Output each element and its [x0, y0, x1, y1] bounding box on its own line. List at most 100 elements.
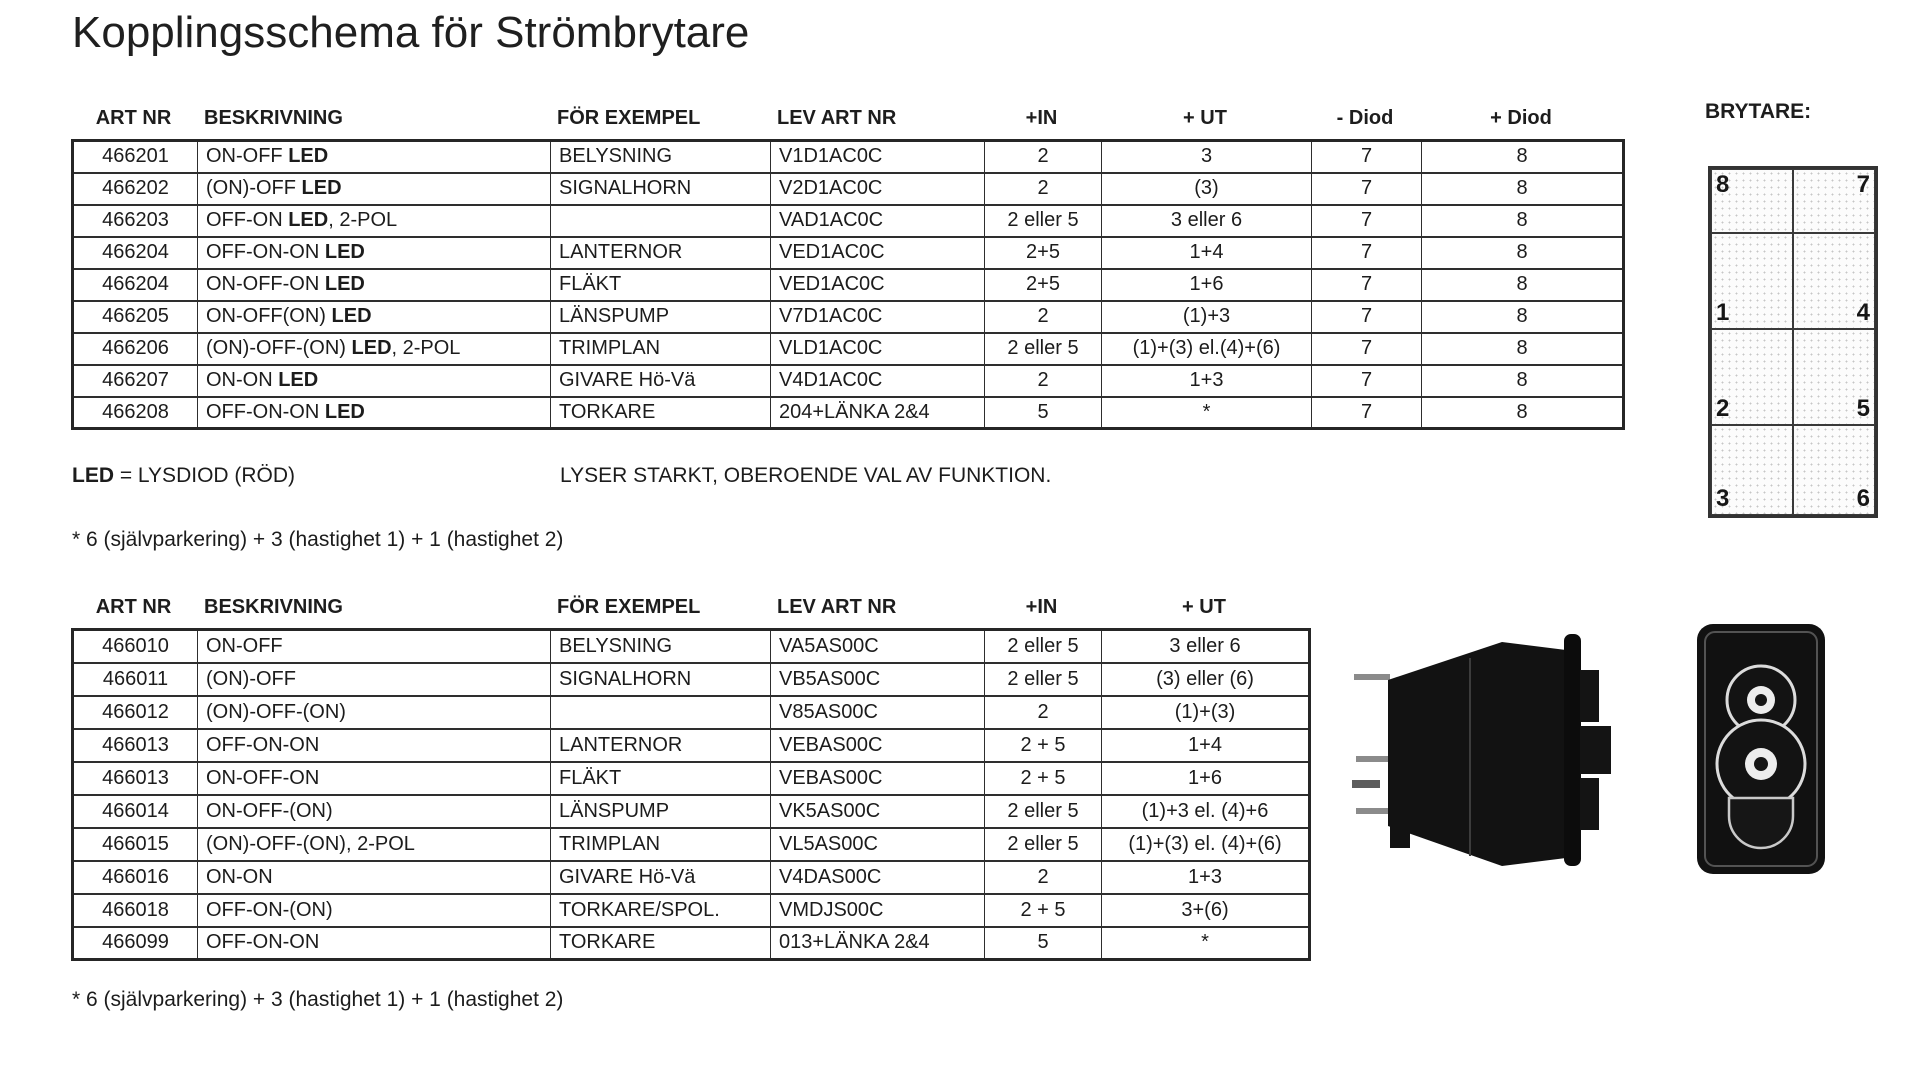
table-row: 466204 ON-OFF-ON LED FLÄKT VED1AC0C 2+5 1+6 7 8 [72, 267, 1624, 302]
table-cell: 7 [1311, 299, 1422, 334]
table-cell: 466016 [72, 859, 198, 895]
brytare-cell: 2 [1711, 329, 1793, 425]
terminal-number: 2 [1716, 395, 1730, 422]
brytare-cell: 3 [1711, 425, 1793, 515]
table-cell: VA5AS00C [770, 628, 985, 664]
terminal-center [1754, 757, 1768, 771]
footnote-bottom: * 6 (självparkering) + 3 (hastighet 1) +… [72, 988, 564, 1011]
table-cell: 2 [984, 299, 1102, 334]
table-cell: 8 [1421, 299, 1624, 334]
table-cell: 7 [1311, 331, 1422, 366]
table-cell: 466205 [72, 299, 198, 334]
table-cell: 3 [1101, 139, 1312, 174]
table-row: 466016 ON-ON GIVARE Hö-Vä V4DAS00C 2 1+3 [72, 859, 1310, 895]
table-cell: V4DAS00C [770, 859, 985, 895]
table-cell: OFF-ON-ON [197, 727, 551, 763]
table-cell: (ON)-OFF LED [197, 171, 551, 206]
switch-foot [1390, 822, 1410, 848]
table-cell: VK5AS00C [770, 793, 985, 829]
table-cell: (ON)-OFF-(ON) [197, 694, 551, 730]
table-cell: 7 [1311, 139, 1422, 174]
table-cell: ON-OFF [197, 628, 551, 664]
table-cell: 1+4 [1101, 235, 1312, 270]
terminal-center [1755, 694, 1767, 706]
table-row: 466011 (ON)-OFF SIGNALHORN VB5AS00C 2 eller … [72, 661, 1310, 697]
table-cell: 466015 [72, 826, 198, 862]
table-cell: 1+3 [1101, 859, 1310, 895]
table-row: 466206 (ON)-OFF-(ON) LED, 2-POL TRIMPLAN VL… [72, 331, 1624, 366]
table-cell: 7 [1311, 363, 1422, 398]
table-cell: 2 [984, 171, 1102, 206]
table-cell: V4D1AC0C [770, 363, 985, 398]
table-cell: 466012 [72, 694, 198, 730]
table2-header-row: ART NR BESKRIVNING FÖR EXEMPEL LEV ART NR +I… [71, 592, 1308, 622]
table-cell: 2+5 [984, 235, 1102, 270]
table-cell: 8 [1421, 395, 1624, 430]
brytare-cell: 7 [1793, 169, 1875, 233]
table-cell: 466204 [72, 267, 198, 302]
brytare-cell: 4 [1793, 233, 1875, 329]
table-cell: (3) [1101, 171, 1312, 206]
page-title: Kopplingsschema för Strömbrytare [72, 8, 750, 57]
column-header: BESKRIVNING [204, 596, 343, 618]
table-cell: (1)+(3) el. (4)+(6) [1101, 826, 1310, 862]
table-cell: 3+(6) [1101, 892, 1310, 928]
switch-side-view-image [1352, 634, 1611, 866]
table-cell: 1+4 [1101, 727, 1310, 763]
table-cell: 466206 [72, 331, 198, 366]
table-cell: (ON)-OFF-(ON), 2-POL [197, 826, 551, 862]
table-cell: 1+6 [1101, 267, 1312, 302]
table-cell: 8 [1421, 203, 1624, 238]
terminal-number: 8 [1716, 171, 1730, 198]
table-cell: 2 [984, 363, 1102, 398]
table-cell: 013+LÄNKA 2&4 [770, 925, 985, 961]
table-cell: 466208 [72, 395, 198, 430]
table-cell: V85AS00C [770, 694, 985, 730]
table-cell: 466014 [72, 793, 198, 829]
table-cell: 2 [984, 859, 1102, 895]
table-cell: 2 eller 5 [984, 793, 1102, 829]
table-cell: 466013 [72, 760, 198, 796]
table-cell: ON-OFF-(ON) [197, 793, 551, 829]
table-cell: 8 [1421, 139, 1624, 174]
table-cell: VEBAS00C [770, 760, 985, 796]
table-row: 466207 ON-ON LED GIVARE Hö-Vä V4D1AC0C 2 1+3 7… [72, 363, 1624, 398]
table-cell: * [1101, 395, 1312, 430]
switch-bracket [1580, 726, 1611, 774]
column-header: +IN [1025, 107, 1058, 129]
table-cell: 466204 [72, 235, 198, 270]
table-cell: 8 [1421, 331, 1624, 366]
table-cell: (ON)-OFF [197, 661, 551, 697]
column-header: - Diod [1336, 107, 1394, 129]
terminal-arch-bottom [1727, 796, 1795, 850]
footnote-top: * 6 (självparkering) + 3 (hastighet 1) +… [72, 528, 564, 551]
table-cell: VED1AC0C [770, 235, 985, 270]
table-cell: V2D1AC0C [770, 171, 985, 206]
table-cell: 8 [1421, 363, 1624, 398]
led-note-label: LED = LYSDIOD (RÖD) [72, 464, 296, 487]
terminal-number: 6 [1856, 485, 1870, 512]
table-cell: 2 eller 5 [984, 331, 1102, 366]
table-cell: OFF-ON-(ON) [197, 892, 551, 928]
table-cell: VEBAS00C [770, 727, 985, 763]
table-cell: (3) eller (6) [1101, 661, 1310, 697]
column-header: FÖR EXEMPEL [557, 107, 701, 129]
table-cell: VLD1AC0C [770, 331, 985, 366]
table-cell: 2 + 5 [984, 760, 1102, 796]
table-cell: ON-OFF-ON [197, 760, 551, 796]
column-header: + UT [1182, 596, 1226, 618]
column-header: ART NR [95, 107, 172, 129]
table-cell: LÄNSPUMP [550, 299, 771, 334]
table-cell: 204+LÄNKA 2&4 [770, 395, 985, 430]
table-cell: V7D1AC0C [770, 299, 985, 334]
terminal-number: 5 [1856, 395, 1870, 422]
table-cell: VED1AC0C [770, 267, 985, 302]
table-cell: 466203 [72, 203, 198, 238]
table-cell: V1D1AC0C [770, 139, 985, 174]
table-cell: 8 [1421, 171, 1624, 206]
table-cell: 7 [1311, 203, 1422, 238]
table-cell: 2 eller 5 [984, 203, 1102, 238]
switch-flange [1564, 634, 1581, 866]
table-row: 466099 OFF-ON-ON TORKARE 013+LÄNKA 2&4 5 * [72, 925, 1310, 961]
led-note-info: LYSER STARKT, OBEROENDE VAL AV FUNKTION. [560, 464, 1052, 487]
